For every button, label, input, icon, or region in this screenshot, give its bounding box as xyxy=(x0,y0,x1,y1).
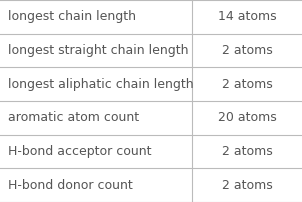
Text: aromatic atom count: aromatic atom count xyxy=(8,111,139,124)
Text: 20 atoms: 20 atoms xyxy=(217,111,276,124)
Text: longest straight chain length: longest straight chain length xyxy=(8,44,188,57)
Text: 2 atoms: 2 atoms xyxy=(221,145,272,158)
Text: 2 atoms: 2 atoms xyxy=(221,44,272,57)
Text: longest chain length: longest chain length xyxy=(8,10,136,23)
Text: 2 atoms: 2 atoms xyxy=(221,179,272,192)
Text: H-bond acceptor count: H-bond acceptor count xyxy=(8,145,151,158)
Text: 14 atoms: 14 atoms xyxy=(217,10,276,23)
Text: H-bond donor count: H-bond donor count xyxy=(8,179,132,192)
Text: 2 atoms: 2 atoms xyxy=(221,78,272,91)
Text: longest aliphatic chain length: longest aliphatic chain length xyxy=(8,78,193,91)
